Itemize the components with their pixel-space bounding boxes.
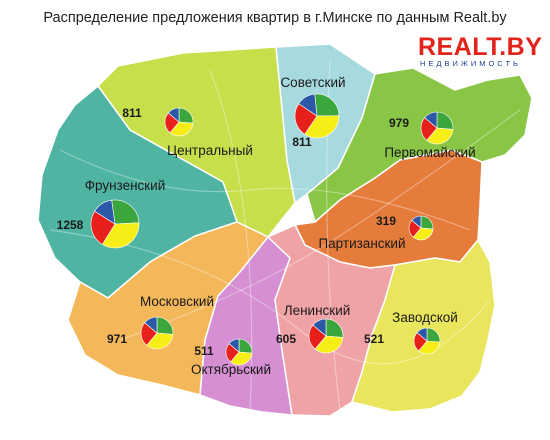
district-count-sovetsky: 811 [292,135,312,149]
logo-wordmark: REALT.BY [418,33,543,61]
pie-slice-blue [312,318,327,337]
map-title: Распределение предложения квартир в г.Ми… [43,10,507,26]
district-name-zavodskoy: Заводской [392,310,458,325]
district-name-moskovsky: Московский [140,294,214,309]
pie-slice-green [325,318,344,338]
pie-slice-blue [144,316,158,334]
pie-slice-red [294,103,318,135]
pie-slice-yellow [426,127,454,145]
district-count-oktyabrsky: 511 [194,344,214,358]
pie-slice-yellow [314,335,344,354]
pie-chart-zavodskoy [413,327,441,355]
district-count-partizansky: 319 [376,214,396,228]
pie-slice-yellow [230,351,253,366]
pie-slice-blue [298,93,318,117]
pie-slice-green [314,93,340,117]
pie-chart-moskovsky [140,316,174,350]
district-name-frunzensky: Фрунзенский [85,178,166,193]
pie-chart-frunzensky [90,199,140,249]
pie-slice-yellow [304,115,340,139]
pie-chart-partizansky [408,215,434,241]
district-count-tsentralny: 811 [122,106,142,120]
district-count-zavodskoy: 521 [364,332,384,346]
district-pie-charts [90,93,454,366]
pie-chart-tsentralny [164,107,194,137]
pie-slice-blue [167,107,180,123]
pie-slice-yellow [146,332,174,350]
district-count-pervomaisky: 979 [389,116,409,130]
pie-slice-blue [411,215,422,229]
pie-slice-blue [228,338,240,353]
district-area-zavodskoy[interactable] [351,238,496,413]
pie-chart-sovetsky [294,93,340,139]
pie-chart-leninsky [308,318,344,354]
district-count-moskovsky: 971 [107,332,127,346]
district-labels: Фрунзенский 1258 Центральный 811 Советский 81… [57,75,476,377]
district-name-partizansky: Партизанский [318,236,405,251]
district-name-leninsky: Ленинский [284,303,351,318]
pie-slice-blue [416,327,428,342]
pie-slice-yellow [169,121,194,137]
pie-slice-red [90,210,116,245]
district-name-tsentralny: Центральный [167,143,253,158]
road-lines [49,59,521,411]
pie-slice-blue [424,111,438,129]
pie-slice-green [111,199,140,225]
pie-chart-pervomaisky [420,111,454,145]
pie-slice-yellow [418,340,441,355]
pie-slice-yellow [101,222,140,249]
pie-slice-blue [94,199,116,225]
district-name-sovetsky: Советский [280,75,345,90]
district-name-pervomaisky: Первомайский [384,145,475,160]
district-name-oktyabrsky: Октябрьский [191,362,271,377]
district-count-leninsky: 605 [276,332,296,346]
pie-chart-oktyabrsky [225,338,253,366]
pie-slice-yellow [412,227,434,241]
realt-by-logo: REALT.BY НЕДВИЖИМОСТЬ [418,33,543,68]
logo-tagline: НЕДВИЖИМОСТЬ [420,59,521,68]
district-count-frunzensky: 1258 [57,218,84,232]
